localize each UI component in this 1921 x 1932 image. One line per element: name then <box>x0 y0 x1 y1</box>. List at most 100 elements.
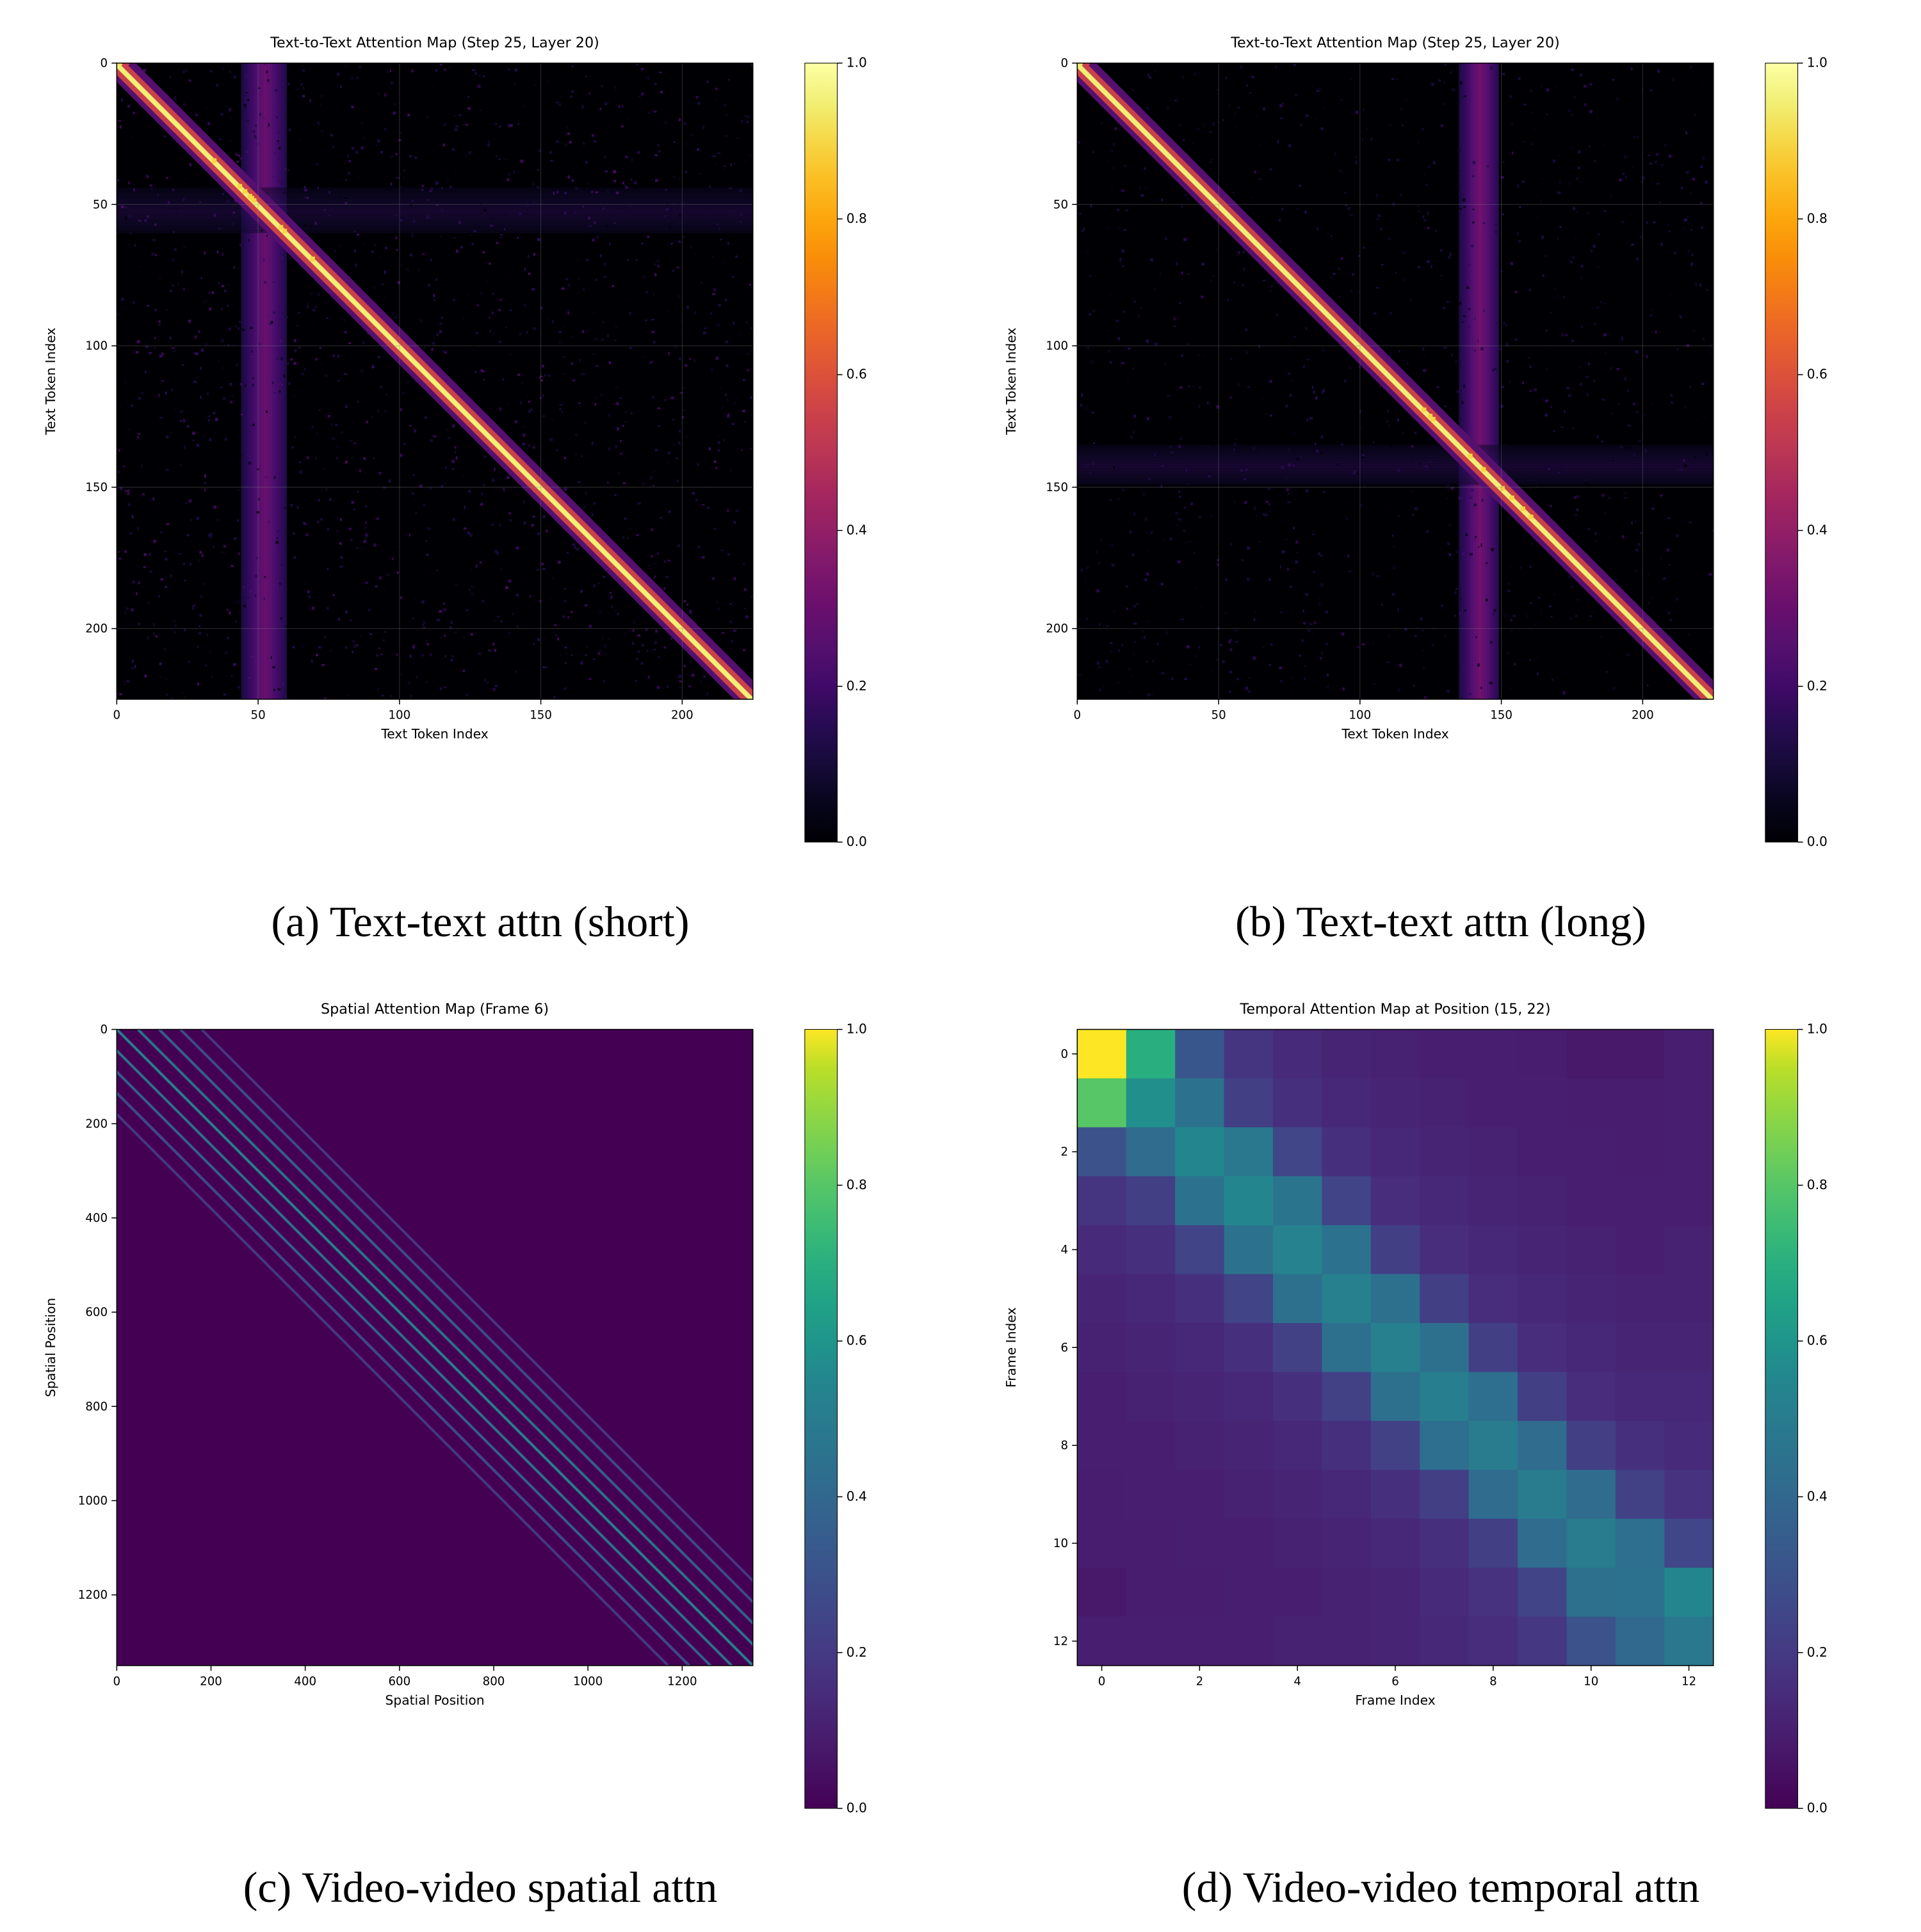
svg-text:0.4: 0.4 <box>1807 1488 1828 1504</box>
svg-text:10: 10 <box>1584 1675 1598 1688</box>
svg-text:0.8: 0.8 <box>847 211 867 226</box>
svg-text:400: 400 <box>85 1211 108 1224</box>
svg-text:12: 12 <box>1682 1675 1696 1688</box>
svg-text:0.8: 0.8 <box>847 1176 867 1192</box>
panel-d: Temporal Attention Map at Position (15, … <box>960 966 1921 1932</box>
svg-text:2: 2 <box>1196 1675 1204 1688</box>
svg-text:100: 100 <box>1046 339 1068 353</box>
svg-text:600: 600 <box>85 1306 108 1319</box>
svg-text:1.0: 1.0 <box>1807 1021 1828 1036</box>
svg-text:0.8: 0.8 <box>1807 1176 1828 1192</box>
heatmap-text-attn-long: Text-to-Text Attention Map (Step 25, Lay… <box>967 13 1915 893</box>
svg-text:Text-to-Text Attention Map (St: Text-to-Text Attention Map (Step 25, Lay… <box>1230 35 1560 51</box>
svg-text:Spatial Position: Spatial Position <box>385 1692 484 1707</box>
caption-b: (b) Text-text attn (long) <box>1235 897 1646 947</box>
svg-text:Text Token Index: Text Token Index <box>1341 726 1448 742</box>
svg-text:150: 150 <box>1490 708 1512 722</box>
heatmap-text-attn-short: Text-to-Text Attention Map (Step 25, Lay… <box>6 13 954 893</box>
svg-text:12: 12 <box>1053 1634 1068 1648</box>
svg-text:0.8: 0.8 <box>1807 211 1828 226</box>
svg-text:600: 600 <box>388 1675 410 1688</box>
svg-text:6: 6 <box>1391 1675 1399 1688</box>
svg-text:10: 10 <box>1053 1536 1068 1550</box>
svg-text:400: 400 <box>294 1675 316 1688</box>
svg-text:Text-to-Text Attention Map (St: Text-to-Text Attention Map (Step 25, Lay… <box>270 35 599 51</box>
svg-text:800: 800 <box>85 1400 108 1413</box>
svg-text:Text Token Index: Text Token Index <box>1003 328 1019 435</box>
svg-text:1000: 1000 <box>78 1494 108 1507</box>
plot-d-box: Temporal Attention Map at Position (15, … <box>967 979 1915 1859</box>
svg-text:50: 50 <box>1053 198 1068 211</box>
svg-text:8: 8 <box>1489 1675 1497 1688</box>
svg-text:0.4: 0.4 <box>847 522 867 537</box>
svg-text:0: 0 <box>1098 1675 1106 1688</box>
figure-page: Text-to-Text Attention Map (Step 25, Lay… <box>0 0 1921 1932</box>
svg-text:200: 200 <box>200 1675 222 1688</box>
svg-text:Temporal Attention Map at Posi: Temporal Attention Map at Position (15, … <box>1240 1001 1551 1018</box>
svg-text:0.2: 0.2 <box>1807 1644 1828 1659</box>
svg-text:100: 100 <box>1349 708 1371 722</box>
svg-text:1.0: 1.0 <box>847 55 867 70</box>
svg-text:50: 50 <box>1211 708 1226 722</box>
panel-b: Text-to-Text Attention Map (Step 25, Lay… <box>960 0 1921 966</box>
svg-text:0.6: 0.6 <box>1807 1333 1828 1348</box>
svg-text:Frame Index: Frame Index <box>1003 1307 1019 1387</box>
svg-text:Text Token Index: Text Token Index <box>43 328 58 435</box>
svg-text:0.0: 0.0 <box>1807 834 1828 849</box>
svg-text:100: 100 <box>388 708 410 722</box>
svg-text:0.2: 0.2 <box>847 678 867 694</box>
svg-text:0.0: 0.0 <box>847 1800 867 1815</box>
caption-d: (d) Video-video temporal attn <box>1182 1862 1700 1913</box>
svg-text:0.0: 0.0 <box>1807 1800 1828 1815</box>
svg-text:Spatial Attention Map (Frame 6: Spatial Attention Map (Frame 6) <box>321 1001 549 1018</box>
svg-text:1200: 1200 <box>667 1675 697 1688</box>
svg-text:6: 6 <box>1061 1341 1069 1354</box>
svg-text:200: 200 <box>1046 622 1068 636</box>
panel-c: Spatial Attention Map (Frame 6) Spatial P… <box>0 966 960 1932</box>
plot-a-box: Text-to-Text Attention Map (Step 25, Lay… <box>6 13 954 893</box>
svg-text:4: 4 <box>1061 1243 1069 1256</box>
svg-text:200: 200 <box>671 708 693 722</box>
caption-c: (c) Video-video spatial attn <box>243 1862 718 1913</box>
svg-text:1200: 1200 <box>78 1588 108 1602</box>
svg-text:0: 0 <box>113 1675 121 1688</box>
svg-text:0.6: 0.6 <box>847 1333 867 1348</box>
svg-text:100: 100 <box>85 339 108 353</box>
panel-a: Text-to-Text Attention Map (Step 25, Lay… <box>0 0 960 966</box>
svg-text:0.6: 0.6 <box>847 366 867 382</box>
svg-text:150: 150 <box>85 481 108 494</box>
svg-text:200: 200 <box>1632 708 1654 722</box>
plot-b-box: Text-to-Text Attention Map (Step 25, Lay… <box>967 13 1915 893</box>
svg-text:0: 0 <box>1061 57 1069 70</box>
svg-text:1000: 1000 <box>573 1675 603 1688</box>
svg-text:4: 4 <box>1293 1675 1301 1688</box>
svg-text:Text Token Index: Text Token Index <box>380 726 488 742</box>
caption-a: (a) Text-text attn (short) <box>272 897 690 947</box>
svg-text:200: 200 <box>85 1117 108 1130</box>
svg-text:0: 0 <box>1061 1047 1069 1060</box>
svg-text:2: 2 <box>1061 1145 1069 1158</box>
svg-text:0: 0 <box>1074 708 1082 722</box>
svg-text:0: 0 <box>101 1023 108 1036</box>
svg-text:50: 50 <box>93 198 108 211</box>
plot-c-box: Spatial Attention Map (Frame 6) Spatial P… <box>6 979 954 1859</box>
svg-text:0.2: 0.2 <box>847 1644 867 1659</box>
svg-text:0: 0 <box>113 708 121 722</box>
svg-text:1.0: 1.0 <box>1807 55 1828 70</box>
svg-text:1.0: 1.0 <box>847 1021 867 1036</box>
svg-text:Spatial Position: Spatial Position <box>43 1297 58 1397</box>
svg-text:8: 8 <box>1061 1439 1069 1452</box>
svg-text:200: 200 <box>85 622 108 636</box>
svg-text:0.0: 0.0 <box>847 834 867 849</box>
svg-text:150: 150 <box>1046 481 1068 494</box>
svg-text:0.4: 0.4 <box>847 1488 867 1504</box>
svg-text:800: 800 <box>483 1675 505 1688</box>
heatmap-temporal-attn: Temporal Attention Map at Position (15, … <box>967 979 1915 1859</box>
grid-2x2: Text-to-Text Attention Map (Step 25, Lay… <box>0 0 1921 1932</box>
heatmap-spatial-attn: Spatial Attention Map (Frame 6) Spatial P… <box>6 979 954 1859</box>
svg-text:Frame Index: Frame Index <box>1355 1692 1435 1707</box>
svg-text:0: 0 <box>101 57 108 70</box>
svg-text:150: 150 <box>530 708 552 722</box>
svg-text:50: 50 <box>250 708 265 722</box>
svg-text:0.2: 0.2 <box>1807 678 1828 694</box>
